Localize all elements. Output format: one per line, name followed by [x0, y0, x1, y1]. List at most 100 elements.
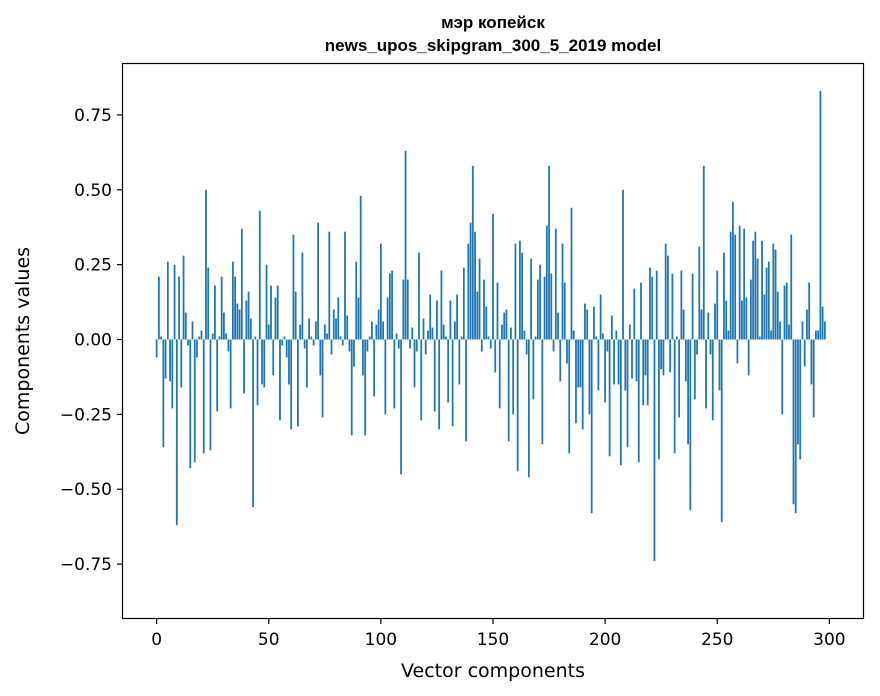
- bar: [788, 324, 790, 340]
- bar: [465, 339, 467, 442]
- bar: [321, 339, 324, 418]
- bar: [227, 339, 230, 352]
- bar: [801, 321, 804, 340]
- bar: [178, 276, 180, 340]
- bar: [619, 339, 622, 466]
- bar: [191, 321, 194, 340]
- bar: [559, 339, 562, 382]
- bar: [568, 339, 571, 454]
- bar: [458, 339, 461, 385]
- bar: [341, 339, 344, 346]
- bar: [252, 339, 254, 508]
- bar: [261, 339, 263, 385]
- bar: [469, 222, 472, 340]
- y-tick-label: 0.75: [74, 106, 112, 126]
- bar: [420, 339, 423, 421]
- bar: [622, 189, 624, 340]
- axis-ticks: 0 50 100 150 200 250 300 0.75 0.50 0.25 0.00 −0.25 −…: [60, 106, 846, 650]
- bar: [451, 339, 454, 427]
- bar: [698, 246, 701, 340]
- bar: [353, 339, 355, 367]
- bar: [447, 339, 450, 403]
- bar: [799, 339, 802, 460]
- bar: [514, 243, 517, 340]
- bar: [709, 339, 712, 355]
- bar: [328, 231, 331, 340]
- bar: [438, 339, 441, 430]
- bar: [823, 321, 826, 340]
- bar: [590, 339, 593, 514]
- bar: [209, 339, 212, 451]
- bar: [563, 282, 566, 340]
- bar: [821, 306, 824, 340]
- bar: [635, 339, 638, 382]
- bar: [557, 312, 559, 340]
- bar: [243, 339, 245, 394]
- bar: [754, 231, 757, 340]
- bar: [355, 261, 358, 340]
- bar: [658, 339, 660, 460]
- bar: [198, 336, 201, 340]
- bar: [684, 339, 687, 382]
- bar: [644, 339, 647, 376]
- bar: [655, 270, 658, 340]
- bar: [483, 279, 485, 340]
- bar: [249, 318, 252, 340]
- bar: [263, 339, 266, 388]
- bar: [532, 339, 535, 400]
- bar: [501, 324, 503, 340]
- bar: [184, 312, 187, 340]
- bar: [579, 339, 582, 388]
- bar: [166, 261, 169, 340]
- bar: [223, 312, 225, 340]
- y-tick-label: −0.50: [60, 480, 112, 500]
- x-tick-label: 50: [258, 630, 280, 650]
- bar: [660, 339, 663, 370]
- bar: [696, 339, 698, 355]
- bar: [359, 195, 362, 340]
- bar: [344, 231, 346, 340]
- bar: [489, 339, 492, 349]
- bar: [548, 165, 550, 340]
- bar: [530, 258, 533, 340]
- bar: [570, 207, 573, 340]
- bar: [182, 255, 185, 340]
- bar: [543, 276, 546, 340]
- bar: [673, 339, 676, 454]
- bar: [368, 336, 371, 340]
- bar: [783, 285, 786, 340]
- y-tick-label: −0.75: [60, 555, 112, 575]
- bar: [772, 243, 775, 340]
- bar: [610, 315, 613, 340]
- bar: [588, 339, 591, 415]
- bar: [478, 258, 481, 340]
- bar: [646, 339, 649, 406]
- bar: [160, 336, 163, 340]
- bar: [693, 339, 696, 400]
- bar: [626, 339, 629, 448]
- bar: [817, 330, 820, 340]
- bar: [581, 339, 584, 430]
- bar: [649, 267, 651, 340]
- bar: [561, 243, 564, 340]
- bar: [218, 336, 221, 340]
- bar: [382, 321, 385, 340]
- bar: [480, 339, 483, 352]
- bar: [752, 240, 755, 340]
- bar: [664, 243, 667, 340]
- chart-title-line2: news_upos_skipgram_300_5_2019 model: [325, 36, 661, 55]
- bar: [214, 285, 216, 340]
- bar: [642, 339, 645, 406]
- bar: [496, 282, 499, 340]
- bar: [584, 303, 586, 340]
- bar: [317, 222, 319, 340]
- bar: [552, 339, 555, 352]
- bar: [575, 339, 577, 424]
- bar: [411, 327, 414, 340]
- y-axis-label: Components values: [12, 247, 34, 435]
- bar: [281, 339, 284, 346]
- bar: [305, 339, 308, 388]
- bar: [794, 339, 797, 514]
- bar: [362, 339, 364, 376]
- bar: [402, 279, 405, 340]
